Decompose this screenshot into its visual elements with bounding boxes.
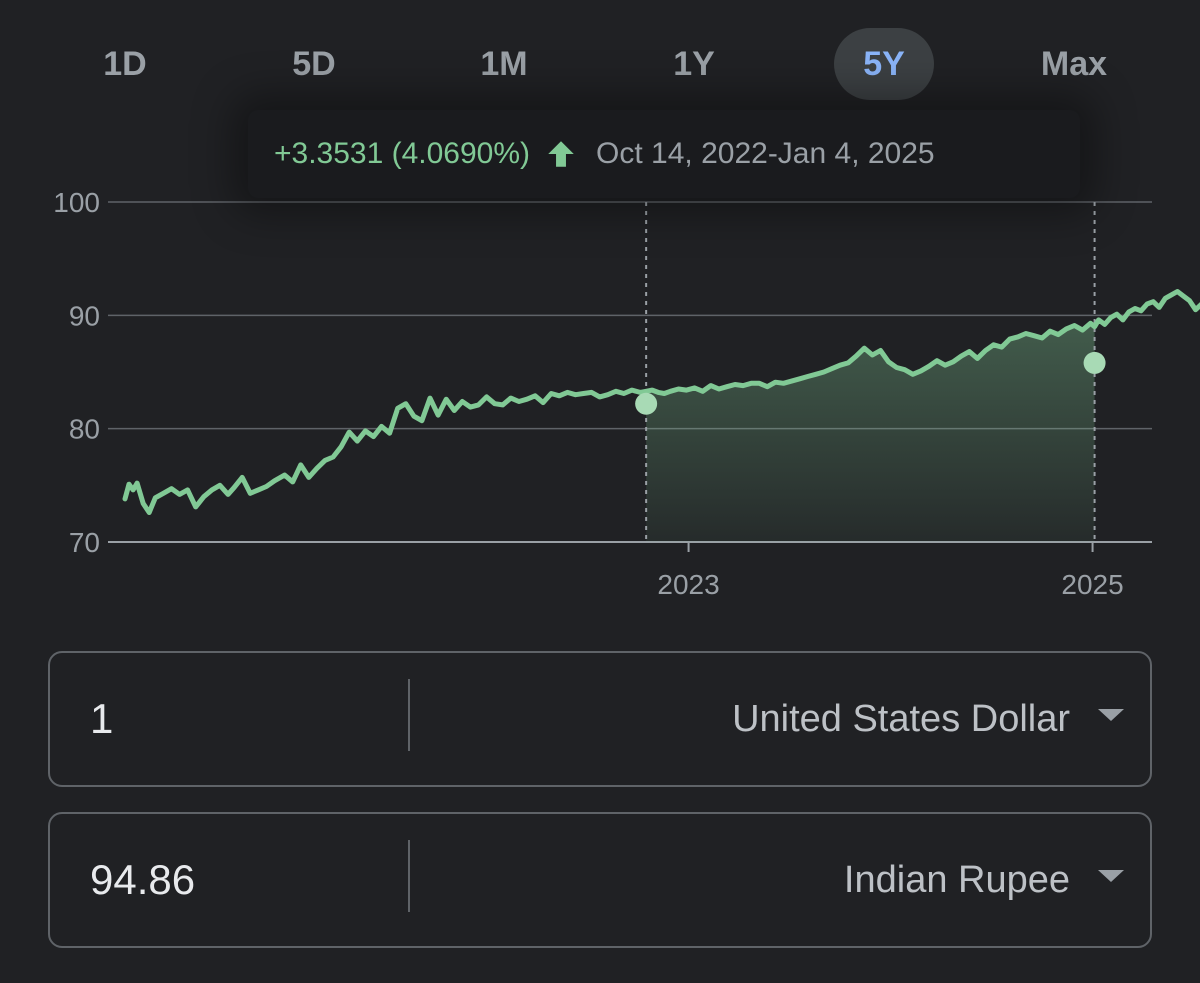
- x-axis-ticks: 2023 2025: [657, 542, 1124, 600]
- chevron-down-icon[interactable]: [1098, 870, 1124, 882]
- arrow-up-icon: [544, 137, 578, 171]
- date-range: Oct 14, 2022-Jan 4, 2025: [596, 137, 935, 170]
- highlight-end-point[interactable]: [1083, 351, 1106, 374]
- tab-1d[interactable]: 1D: [103, 44, 147, 83]
- tab-5y[interactable]: 5Y: [834, 28, 934, 100]
- x-tick-label: 2025: [1061, 569, 1123, 600]
- y-tick-label: 80: [69, 414, 100, 445]
- chevron-down-icon[interactable]: [1098, 709, 1124, 721]
- exchange-rate-chart[interactable]: 100 90 80 70 2023 2025: [0, 180, 1200, 620]
- y-tick-label: 100: [53, 187, 100, 218]
- from-currency-row: 1 United States Dollar: [48, 651, 1152, 787]
- range-tooltip: +3.3531 (4.0690%) Oct 14, 2022-Jan 4, 20…: [248, 110, 1080, 198]
- tab-1m[interactable]: 1M: [480, 44, 528, 83]
- from-currency-select[interactable]: United States Dollar: [732, 697, 1070, 740]
- y-tick-label: 70: [69, 527, 100, 558]
- range-tabs: 1D 5D 1M 1Y 5Y Max: [0, 28, 1200, 100]
- y-tick-label: 90: [69, 300, 100, 331]
- from-amount-input[interactable]: 1: [90, 695, 114, 742]
- series-line: [122, 289, 1200, 515]
- y-axis-ticks: 100 90 80 70: [53, 187, 100, 558]
- x-tick-label: 2023: [657, 569, 719, 600]
- highlight-area: [646, 323, 1095, 542]
- row-divider: [408, 679, 410, 751]
- row-divider: [408, 840, 410, 912]
- to-currency-row: 94.86 Indian Rupee: [48, 812, 1152, 948]
- tab-1y[interactable]: 1Y: [673, 44, 715, 83]
- change-value: +3.3531 (4.0690%): [274, 137, 531, 170]
- highlight-start-point[interactable]: [635, 392, 658, 415]
- tab-5d[interactable]: 5D: [292, 44, 336, 83]
- to-amount-input[interactable]: 94.86: [90, 856, 196, 903]
- to-currency-select[interactable]: Indian Rupee: [843, 858, 1070, 901]
- tab-max[interactable]: Max: [1040, 44, 1108, 83]
